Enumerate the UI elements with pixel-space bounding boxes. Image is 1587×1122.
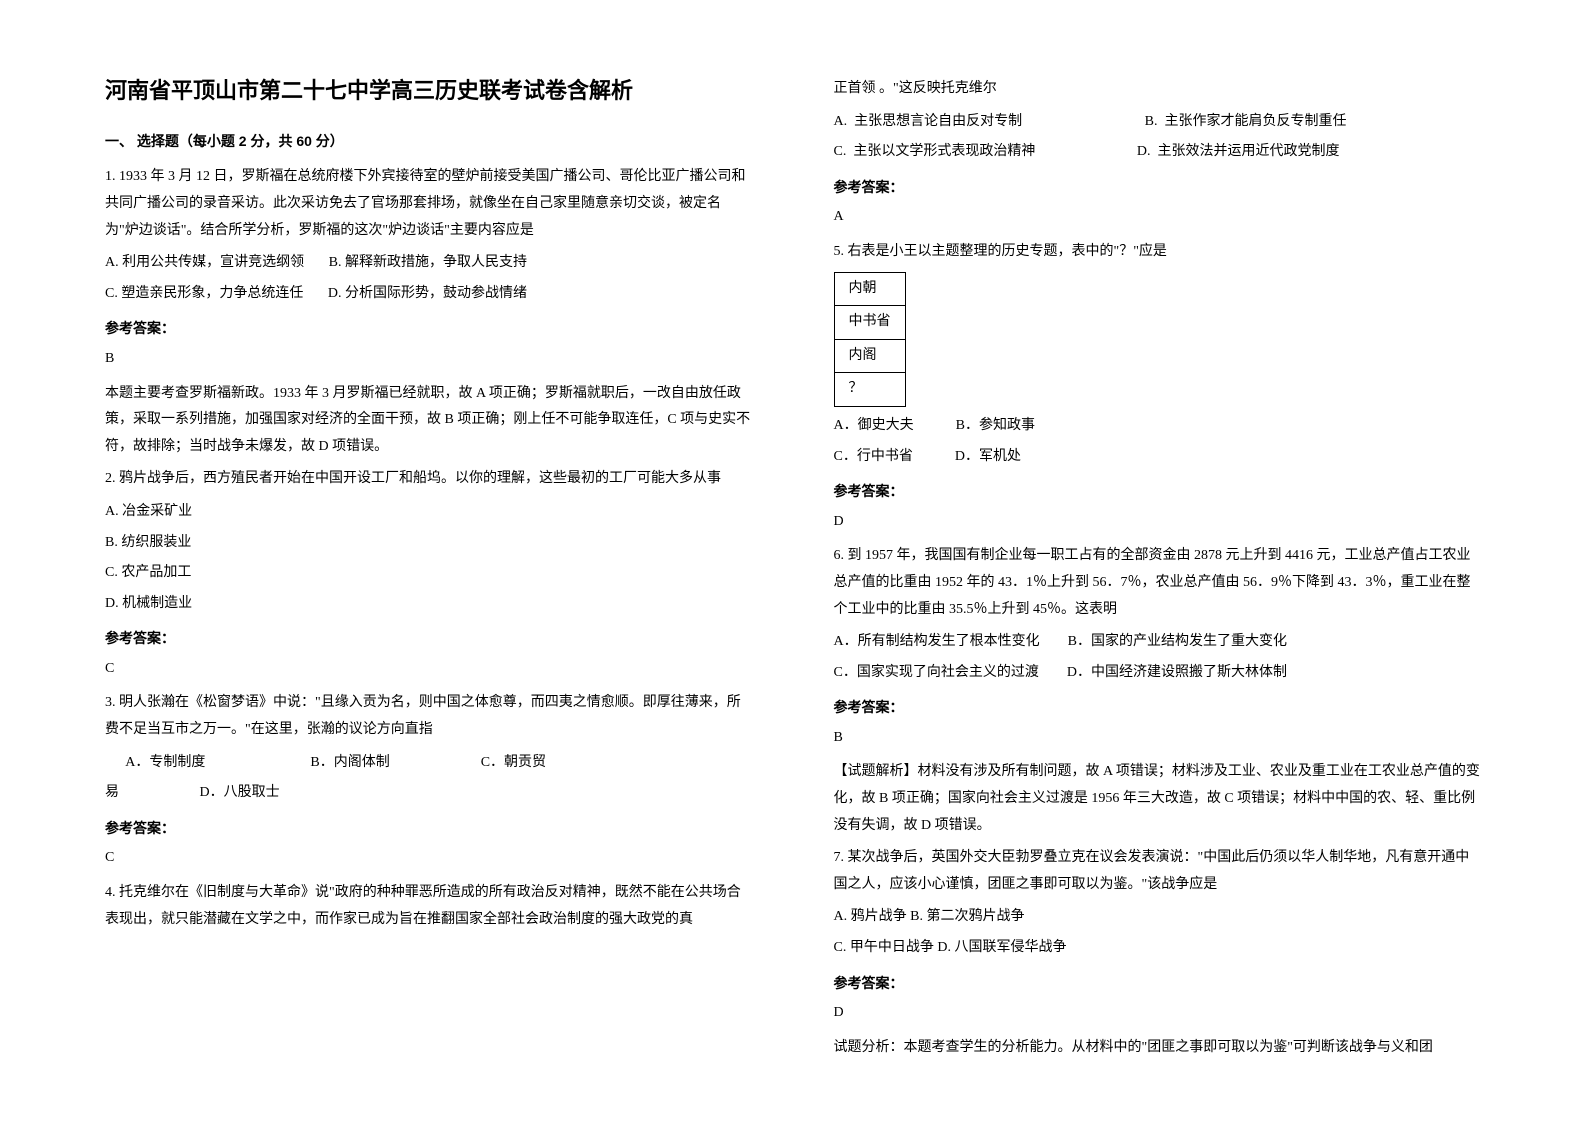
q6-opts-row1: A．所有制结构发生了根本性变化 B．国家的产业结构发生了重大变化 [834,629,1483,656]
q2-optD: D. 机械制造业 [105,591,754,618]
q3-stem: 3. 明人张瀚在《松窗梦语》中说："且缘入贡为名，则中国之体愈尊，而四夷之情愈顺… [105,690,754,743]
q5-table-r2: 中书省 [834,306,905,340]
q6-explain: 【试题解析】材料没有涉及所有制问题，故 A 项错误；材料涉及工业、农业及重工业在… [834,759,1483,839]
q6-optB: B．国家的产业结构发生了重大变化 [1068,634,1287,649]
q1-opts-row2: C. 塑造亲民形象，力争总统连任 D. 分析国际形势，鼓动参战情绪 [105,281,754,308]
q1-optD: D. 分析国际形势，鼓动参战情绪 [328,286,527,301]
q4-optA: A. 主张思想言论自由反对专制 [834,114,1023,129]
q5-table-r3: 内阁 [834,339,905,373]
q5-table-r4: ？ [834,373,905,407]
q1-opts-row1: A. 利用公共传媒，宣讲竞选纲领 B. 解释新政措施，争取人民支持 [105,250,754,277]
q1-optA: A. 利用公共传媒，宣讲竞选纲领 [105,255,304,270]
q4-optC: C. 主张以文学形式表现政治精神 [834,144,1036,159]
q7-explain: 试题分析：本题考查学生的分析能力。从材料中的"团匪之事即可取以为鉴"可判断该战争… [834,1035,1483,1062]
q2-optC: C. 农产品加工 [105,560,754,587]
q5-answer: D [834,509,1483,536]
q3-answer-label: 参考答案： [105,815,754,842]
q7-stem: 7. 某次战争后，英国外交大臣勃罗叠立克在议会发表演说："中国此后仍须以华人制华… [834,845,1483,898]
q1-answer-label: 参考答案： [105,315,754,342]
q6-optA: A．所有制结构发生了根本性变化 [834,634,1040,649]
q7-answer-label: 参考答案： [834,970,1483,997]
q4-optB: B. 主张作家才能肩负反专制重任 [1145,114,1347,129]
q5-stem: 5. 右表是小王以主题整理的历史专题，表中的"？"应是 [834,239,1483,266]
q2-optB: B. 纺织服装业 [105,530,754,557]
q5-opts-row2: C．行中书省 D．军机处 [834,444,1483,471]
q6-answer: B [834,725,1483,752]
q5-optD: D．军机处 [955,449,1021,464]
q3-optA: A．专制制度 [125,755,205,770]
q6-answer-label: 参考答案： [834,694,1483,721]
q6-stem: 6. 到 1957 年，我国国有制企业每一职工占有的全部资金由 2878 元上升… [834,543,1483,623]
q7-optCD: C. 甲午中日战争 D. 八国联军侵华战争 [834,935,1483,962]
q6-opts-row2: C．国家实现了向社会主义的过渡 D．中国经济建设照搬了斯大林体制 [834,660,1483,687]
q1-explain: 本题主要考查罗斯福新政。1933 年 3 月罗斯福已经就职，故 A 项正确；罗斯… [105,381,754,461]
q2-answer: C [105,656,754,683]
q4-stem: 4. 托克维尔在《旧制度与大革命》说"政府的种种罪恶所造成的所有政治反对精神，既… [105,880,754,933]
q3-optC: C．朝贡贸 [481,755,546,770]
q6-optD: D．中国经济建设照搬了斯大林体制 [1067,665,1287,680]
section-header: 一、 选择题（每小题 2 分，共 60 分） [105,128,754,155]
q1-optC: C. 塑造亲民形象，力争总统连任 [105,286,303,301]
q5-optA: A．御史大夫 [834,418,914,433]
q3-row2pre: 易 [105,785,119,800]
q1-optB: B. 解释新政措施，争取人民支持 [329,255,527,270]
q4-opts-row1: A. 主张思想言论自由反对专制 B. 主张作家才能肩负反专制重任 [834,109,1483,136]
q3-opts-row2: 易 D．八股取士 [105,780,754,807]
q7-optAB: A. 鸦片战争 B. 第二次鸦片战争 [834,904,1483,931]
q1-answer: B [105,346,754,373]
q1-stem: 1. 1933 年 3 月 12 日，罗斯福在总统府楼下外宾接待室的壁炉前接受美… [105,164,754,244]
q4-optD: D. 主张效法并运用近代政党制度 [1137,144,1340,159]
q7-answer: D [834,1000,1483,1027]
q2-answer-label: 参考答案： [105,625,754,652]
q2-stem: 2. 鸦片战争后，西方殖民者开始在中国开设工厂和船坞。以你的理解，这些最初的工厂… [105,466,754,493]
page-title: 河南省平顶山市第二十七中学高三历史联考试卷含解析 [105,70,754,112]
q5-optC: C．行中书省 [834,449,913,464]
q5-table-r1: 内朝 [834,272,905,306]
q4-stem2: 正首领 。"这反映托克维尔 [834,76,1483,103]
q2-optA: A. 冶金采矿业 [105,499,754,526]
q3-opts-row1: A．专制制度 B．内阁体制 C．朝贡贸 [105,750,754,777]
q4-answer: A [834,204,1483,231]
q6-optC: C．国家实现了向社会主义的过渡 [834,665,1039,680]
q5-table: 内朝 中书省 内阁 ？ [834,272,906,407]
q3-answer: C [105,845,754,872]
q5-answer-label: 参考答案： [834,478,1483,505]
q4-opts-row2: C. 主张以文学形式表现政治精神 D. 主张效法并运用近代政党制度 [834,139,1483,166]
q5-optB: B．参知政事 [956,418,1035,433]
q5-opts-row1: A．御史大夫 B．参知政事 [834,413,1483,440]
q3-optB: B．内阁体制 [310,755,389,770]
q4-answer-label: 参考答案： [834,174,1483,201]
q3-optD: D．八股取士 [200,785,280,800]
